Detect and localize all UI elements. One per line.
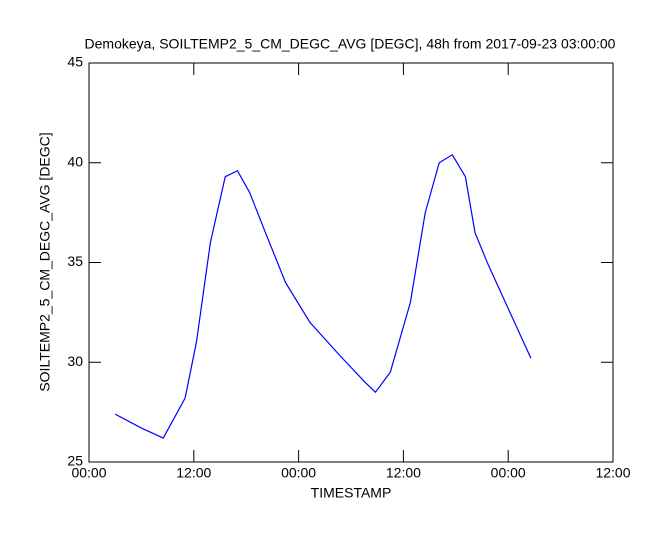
y-tick-label: 45 (67, 54, 83, 70)
x-tick-label: 00:00 (71, 465, 106, 481)
x-tick-label: 00:00 (491, 465, 526, 481)
x-axis-label: TIMESTAMP (311, 485, 392, 501)
chart-title: Demokeya, SOILTEMP2_5_CM_DEGC_AVG [DEGC]… (85, 36, 616, 52)
y-tick-label: 35 (67, 253, 83, 269)
y-tick-label: 25 (67, 453, 83, 469)
x-tick-label: 12:00 (176, 465, 211, 481)
x-tick-label: 12:00 (386, 465, 421, 481)
plot-frame (88, 62, 614, 463)
x-tick-label: 12:00 (595, 465, 630, 481)
y-tick-label: 40 (67, 153, 83, 169)
y-axis-label: SOILTEMP2_5_CM_DEGC_AVG [DEGC] (37, 132, 53, 391)
x-tick-label: 00:00 (281, 465, 316, 481)
y-tick-label: 30 (67, 353, 83, 369)
data-line (114, 153, 532, 439)
